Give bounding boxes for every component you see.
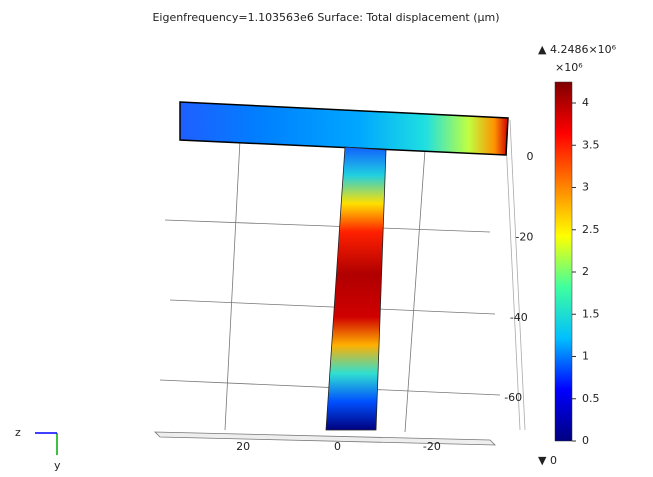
chart-title: Eigenfrequency=1.103563e6 Surface: Total… bbox=[152, 11, 499, 24]
triad: z y bbox=[15, 426, 61, 472]
grid bbox=[154, 119, 526, 446]
colorbar-tick-label: 1 bbox=[582, 350, 589, 363]
colorbar-tick-label: 3 bbox=[582, 181, 589, 194]
colorbar-tick-label: 2.5 bbox=[582, 223, 600, 236]
x-tick-label: -20 bbox=[423, 440, 441, 453]
colorbar-tick-label: 0.5 bbox=[582, 392, 600, 405]
colorbar-min: ▼ 0 bbox=[538, 454, 557, 467]
triad-label: y bbox=[54, 459, 61, 472]
colorbar-tick-label: 2 bbox=[582, 265, 589, 278]
x-tick-label: 20 bbox=[236, 440, 250, 453]
colorbar-tick-label: 1.5 bbox=[582, 307, 600, 320]
y-tick-label: 0 bbox=[527, 150, 534, 163]
colorbar-scale: ×10⁶ bbox=[555, 61, 583, 74]
top-flange bbox=[179, 101, 509, 156]
y-tick-label: -40 bbox=[510, 311, 528, 324]
colorbar bbox=[554, 81, 573, 442]
colorbar-max: ▲ 4.2486×10⁶ bbox=[538, 43, 617, 56]
triad-label: z bbox=[15, 426, 21, 439]
colorbar-tick-label: 4 bbox=[582, 96, 589, 109]
y-tick-label: -20 bbox=[515, 230, 533, 243]
x-tick-label: 0 bbox=[334, 440, 341, 453]
y-tick-label: -60 bbox=[504, 391, 522, 404]
stem bbox=[325, 146, 387, 431]
colorbar-tick-label: 0 bbox=[582, 434, 589, 447]
colorbar-tick-label: 3.5 bbox=[582, 138, 600, 151]
